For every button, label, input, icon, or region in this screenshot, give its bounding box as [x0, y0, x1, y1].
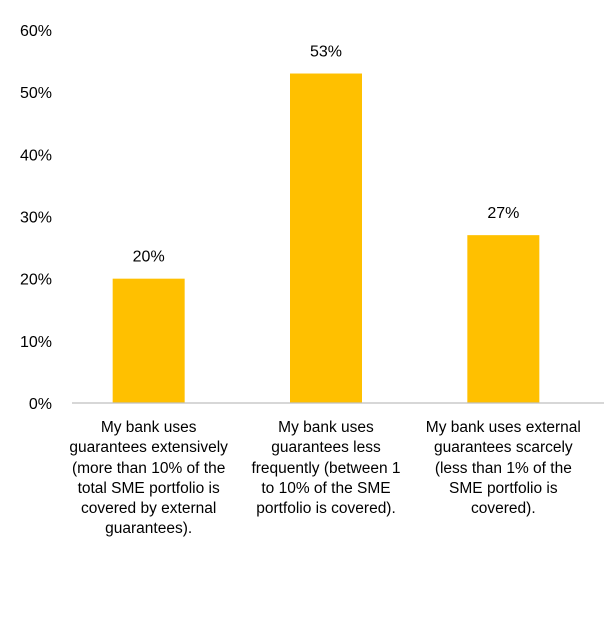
y-tick-label: 40%: [20, 147, 52, 164]
data-label: 53%: [310, 44, 342, 61]
data-label: 27%: [487, 205, 519, 222]
y-tick-label: 10%: [20, 334, 52, 351]
y-tick-label: 20%: [20, 272, 52, 289]
y-tick-label: 60%: [20, 23, 52, 40]
x-category-label: My bank uses guarantees extensively (mor…: [69, 419, 228, 538]
y-tick-label: 0%: [29, 396, 52, 413]
data-label: 20%: [133, 249, 165, 266]
x-category-label: My bank uses external guarantees scarcel…: [425, 419, 581, 518]
bars: [112, 73, 540, 404]
y-tick-label: 50%: [20, 85, 52, 102]
bar: [112, 278, 185, 403]
y-axis-ticks: 0% 10% 20% 30% 40% 50% 60%: [20, 23, 52, 413]
bar: [467, 235, 540, 403]
bar: [290, 73, 362, 404]
y-tick-label: 30%: [20, 210, 52, 227]
x-category-label: My bank uses guarantees less frequently …: [251, 419, 401, 518]
data-labels: 20% 53% 27%: [133, 44, 520, 266]
